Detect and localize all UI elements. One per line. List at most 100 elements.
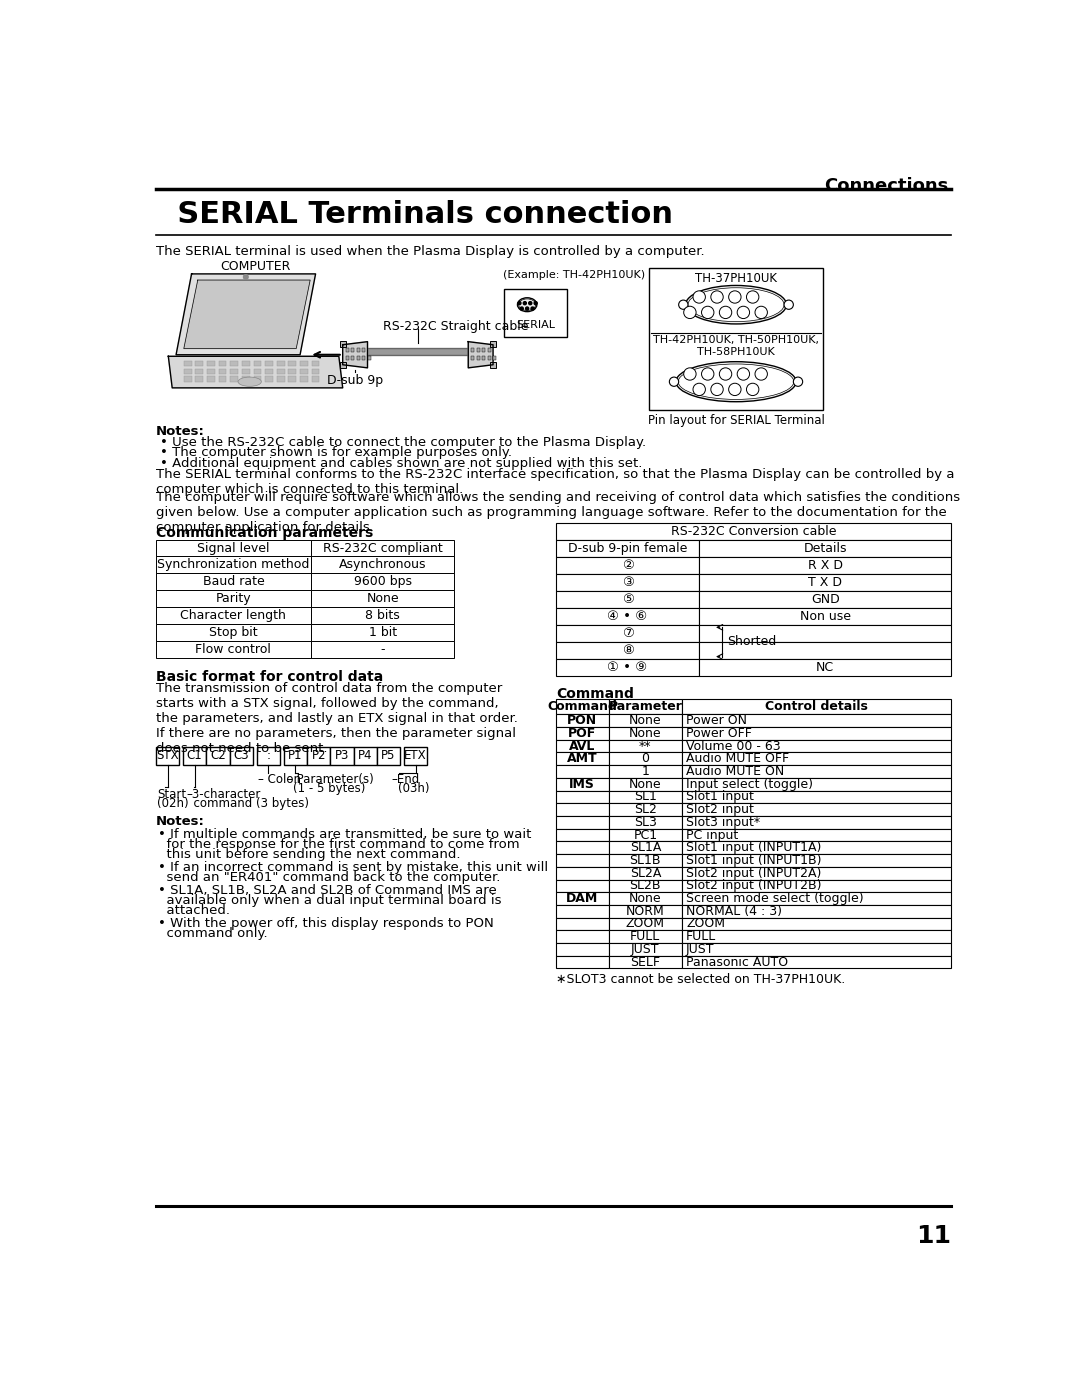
Text: C3: C3	[233, 749, 249, 763]
Text: Asynchronous: Asynchronous	[339, 559, 427, 571]
Bar	[346, 355, 349, 360]
Text: RS-232C compliant: RS-232C compliant	[323, 542, 443, 555]
Bar	[556, 930, 608, 943]
Bar	[351, 348, 354, 352]
Circle shape	[711, 383, 724, 395]
Bar	[683, 930, 951, 943]
Ellipse shape	[676, 362, 796, 402]
Circle shape	[693, 383, 705, 395]
Circle shape	[243, 275, 248, 279]
Bar	[184, 360, 191, 366]
Bar	[266, 369, 273, 374]
Ellipse shape	[688, 288, 784, 321]
Bar	[362, 348, 365, 352]
Bar	[242, 376, 249, 381]
Polygon shape	[184, 279, 310, 349]
Bar	[184, 376, 191, 381]
Text: NC: NC	[816, 661, 834, 673]
Ellipse shape	[678, 365, 794, 400]
Bar	[608, 841, 683, 854]
Text: ④ • ⑥: ④ • ⑥	[607, 610, 648, 623]
Bar	[242, 369, 249, 374]
Bar	[471, 355, 474, 360]
Text: Slot3 input*: Slot3 input*	[686, 816, 760, 828]
Text: ③: ③	[622, 576, 634, 590]
Bar	[556, 956, 608, 968]
Bar	[683, 803, 951, 816]
Text: The computer will require software which allows the sending and receiving of con: The computer will require software which…	[156, 490, 960, 534]
Text: for the response for the first command to come from: for the response for the first command t…	[159, 838, 519, 851]
Text: Basic format for control data: Basic format for control data	[156, 669, 383, 683]
Bar	[284, 746, 307, 766]
Bar	[504, 289, 567, 337]
Bar	[556, 591, 699, 608]
Circle shape	[729, 383, 741, 395]
Text: IMS: IMS	[569, 778, 595, 791]
Text: • If an incorrect command is sent by mistake, this unit will: • If an incorrect command is sent by mis…	[159, 861, 549, 873]
Bar	[608, 740, 683, 753]
Text: C1: C1	[187, 749, 203, 763]
Text: 8: 8	[732, 384, 738, 394]
Text: 7: 7	[714, 384, 720, 394]
Circle shape	[529, 302, 531, 305]
Bar	[207, 376, 215, 381]
Bar	[608, 803, 683, 816]
Text: Notes:: Notes:	[156, 425, 205, 437]
Text: The SERIAL terminal is used when the Plasma Display is controlled by a computer.: The SERIAL terminal is used when the Pla…	[156, 244, 704, 257]
Text: P4: P4	[357, 749, 373, 763]
Bar	[683, 714, 951, 726]
Bar	[312, 369, 320, 374]
Text: AMT: AMT	[567, 753, 597, 766]
Bar	[683, 893, 951, 905]
Bar	[311, 591, 455, 608]
Bar	[683, 866, 951, 880]
Bar	[556, 880, 608, 893]
Bar	[683, 828, 951, 841]
Text: TH-37PH10UK: TH-37PH10UK	[696, 271, 777, 285]
Text: SL1B: SL1B	[630, 854, 661, 868]
Text: ZOOM: ZOOM	[686, 918, 725, 930]
Bar	[156, 624, 311, 641]
Text: JUST: JUST	[686, 943, 715, 956]
Text: available only when a dual input terminal board is: available only when a dual input termina…	[159, 894, 502, 907]
Circle shape	[794, 377, 802, 387]
Bar	[356, 355, 360, 360]
Text: D-sub 9-pin female: D-sub 9-pin female	[568, 542, 687, 555]
Text: ⑦: ⑦	[622, 627, 634, 640]
Bar	[300, 376, 308, 381]
Text: Slot2 input: Slot2 input	[686, 803, 754, 816]
Bar	[311, 641, 455, 658]
Polygon shape	[168, 356, 342, 388]
Bar	[556, 624, 699, 643]
Text: SERIAL Terminals connection: SERIAL Terminals connection	[156, 200, 673, 229]
Text: PC1: PC1	[633, 828, 658, 841]
Circle shape	[526, 307, 529, 310]
Text: COMPUTER: COMPUTER	[220, 260, 291, 272]
Bar	[556, 918, 608, 930]
Text: ① • ⑨: ① • ⑨	[607, 661, 648, 673]
Text: PC input: PC input	[686, 828, 739, 841]
Text: Control details: Control details	[765, 700, 868, 712]
Bar	[300, 360, 308, 366]
Text: 6: 6	[750, 292, 756, 302]
Text: Flow control: Flow control	[195, 643, 271, 657]
Ellipse shape	[517, 298, 537, 312]
Text: Screen mode select (toggle): Screen mode select (toggle)	[686, 893, 864, 905]
Bar	[218, 369, 227, 374]
Text: Synchronization method: Synchronization method	[158, 559, 310, 571]
Bar	[608, 726, 683, 740]
Bar	[608, 816, 683, 828]
Text: C2: C2	[210, 749, 226, 763]
Bar	[195, 360, 203, 366]
Bar	[608, 943, 683, 956]
Bar	[288, 376, 296, 381]
Circle shape	[784, 300, 794, 309]
Text: 1 bit: 1 bit	[368, 626, 396, 640]
Text: Signal level: Signal level	[198, 542, 270, 555]
Circle shape	[711, 291, 724, 303]
Bar	[683, 880, 951, 893]
Text: Notes:: Notes:	[156, 816, 205, 828]
Bar	[288, 369, 296, 374]
Text: Command: Command	[556, 686, 634, 701]
Bar	[556, 905, 608, 918]
